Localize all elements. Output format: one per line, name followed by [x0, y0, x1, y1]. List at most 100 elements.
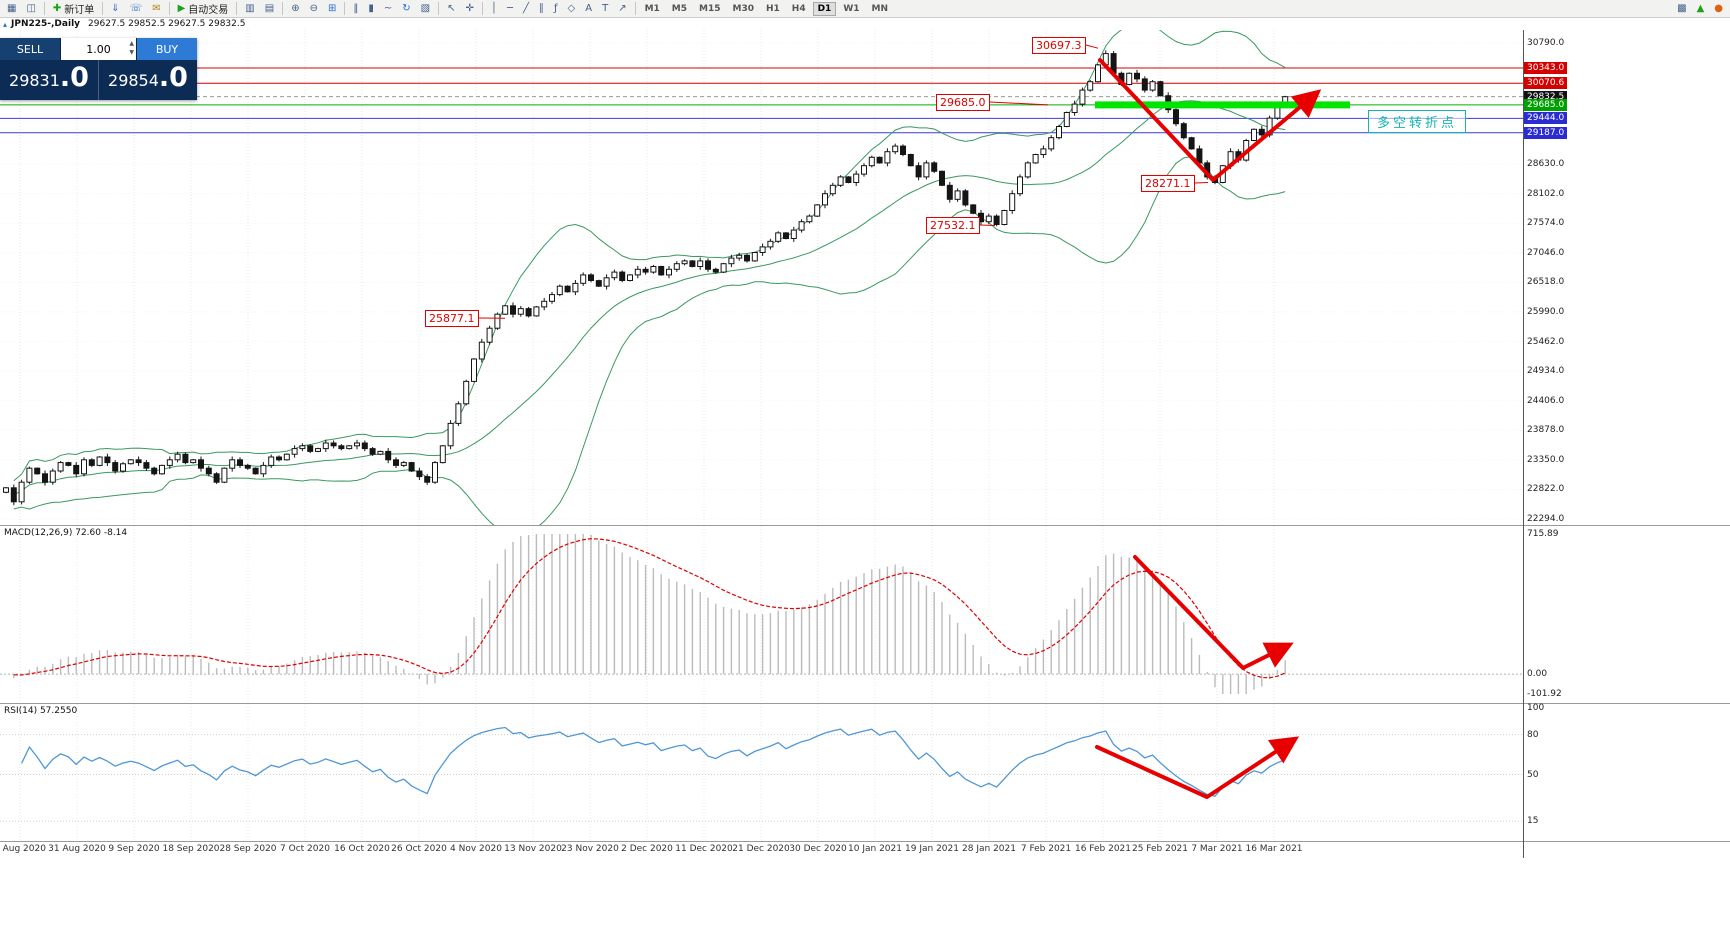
fibonacci-icon[interactable]: ƒ — [554, 3, 558, 14]
volume-up-icon[interactable]: ▲ — [129, 40, 134, 47]
toolbar-separator — [236, 2, 238, 15]
sell-button[interactable]: SELL — [0, 38, 61, 60]
buy-price[interactable]: 29854 .0 — [99, 60, 197, 100]
metaeditor-icon[interactable]: ⇓ — [111, 3, 120, 14]
price-axis-label: 28102.0 — [1527, 188, 1565, 199]
candlestick-chart-icon[interactable]: ▮ — [368, 3, 374, 14]
bar-chart-icon[interactable]: ‖ — [353, 3, 359, 14]
arrows-icon[interactable]: ↗ — [618, 3, 627, 14]
price-axis-label: 25990.0 — [1527, 306, 1565, 317]
cursor-icon[interactable]: ↖ — [447, 3, 456, 14]
price-badge: 29685.0 — [1524, 98, 1568, 111]
templates-icon[interactable]: ▧ — [420, 3, 431, 14]
timeframe-h4[interactable]: H4 — [791, 3, 806, 14]
line-chart-icon[interactable]: ~ — [383, 3, 393, 14]
timeframe-m1[interactable]: M1 — [644, 3, 660, 14]
date-axis-label: 18 Sep 2020 — [162, 844, 220, 854]
refresh-icon[interactable]: ↻ — [402, 3, 411, 14]
main-chart-canvas[interactable] — [0, 30, 1730, 525]
date-axis-label: 13 Nov 2020 — [504, 844, 562, 854]
rsi-axis-label: 100 — [1527, 703, 1545, 713]
timeframe-w1[interactable]: W1 — [843, 3, 860, 14]
alerts-icon[interactable]: ▲ — [1696, 3, 1705, 14]
price-callout[interactable]: 27532.1 — [926, 217, 980, 234]
autotrading-button[interactable]: ▶ 自动交易 — [177, 3, 229, 16]
trend-arrow[interactable] — [1095, 736, 1300, 799]
grid-icon[interactable]: ⊞ — [327, 3, 337, 14]
rsi-panel-canvas[interactable] — [0, 704, 1730, 841]
rsi-label: RSI(14) 57.2550 — [4, 706, 78, 716]
volume-value: 1.00 — [86, 42, 111, 56]
callout-leader — [1194, 182, 1209, 184]
notification-icon[interactable]: ● — [1714, 3, 1723, 14]
price-callout[interactable]: 30697.3 — [1032, 37, 1086, 54]
zoom-in-icon[interactable]: ⊕ — [291, 3, 300, 14]
bollinger-bands — [13, 30, 1286, 525]
chart-symbol-period: JPN225-,Daily — [11, 19, 81, 29]
timeframe-mn[interactable]: MN — [871, 3, 889, 14]
vertical-line-icon[interactable]: │ — [490, 3, 497, 14]
price-axis-label: 23350.0 — [1527, 454, 1565, 465]
text-icon[interactable]: A — [585, 3, 593, 14]
timeframe-m5[interactable]: M5 — [671, 3, 688, 14]
volume-down-icon[interactable]: ▼ — [129, 49, 134, 56]
timeframe-m30[interactable]: M30 — [732, 3, 754, 14]
sell-price[interactable]: 29831 .0 — [0, 60, 99, 100]
trend-arrow[interactable] — [1098, 58, 1322, 182]
toolbar: ▦ ◫ ✚ 新订单 ⇓ ☏ ✉ ▶ 自动交易 ▥ ▤ ⊕ ⊖ ⊞ ‖ ▮ ~ ↻ ▧ ↖ ✛ │ ─ ╱ ∥ ƒ ◇ A T ↗ M1 M5 M… — [0, 0, 1730, 18]
price-callout[interactable]: 29685.0 — [936, 94, 990, 111]
timeframe-d1[interactable]: D1 — [812, 1, 837, 16]
zoom-out-icon[interactable]: ⊖ — [309, 3, 318, 14]
shapes-icon[interactable]: ◇ — [567, 3, 576, 14]
trend-arrow[interactable] — [1133, 555, 1294, 670]
date-axis-label: 7 Feb 2021 — [1020, 844, 1072, 854]
date-axis-label: 7 Mar 2021 — [1191, 844, 1243, 854]
horizontal-line-icon[interactable]: ─ — [506, 3, 513, 14]
toolbar-separator — [344, 2, 346, 15]
crosshair-icon[interactable]: ✛ — [465, 3, 474, 14]
macd-axis-label: -101.92 — [1527, 689, 1562, 699]
buy-button[interactable]: BUY — [136, 38, 197, 60]
panel-separator[interactable] — [0, 525, 1730, 526]
price-axis-label: 28630.0 — [1527, 159, 1565, 170]
turning-point-label[interactable]: 多空转折点 — [1368, 110, 1467, 133]
channel-icon[interactable]: ∥ — [539, 3, 544, 14]
support-zone[interactable] — [1095, 101, 1350, 109]
price-axis-label: 22294.0 — [1527, 514, 1565, 524]
date-axis-label: 11 Dec 2020 — [675, 844, 733, 854]
price-badge: 29444.0 — [1524, 112, 1568, 125]
data-window-icon[interactable]: ▩ — [1677, 3, 1687, 14]
volume-input[interactable]: 1.00 ▲ ▼ — [61, 38, 136, 60]
rsi-axis-label: 15 — [1527, 816, 1539, 827]
buy-price-frac: .0 — [158, 62, 188, 93]
date-axis-label: 10 Jan 2021 — [848, 844, 902, 854]
sell-price-main: 29831 — [9, 71, 60, 90]
price-callout[interactable]: 28271.1 — [1141, 175, 1195, 192]
date-axis-label: 7 Oct 2020 — [280, 844, 330, 854]
panel-separator[interactable] — [0, 841, 1730, 842]
date-axis-label: 19 Jan 2021 — [905, 844, 959, 854]
date-axis-label: 28 Jan 2021 — [962, 844, 1016, 854]
chart-tab-icon: ▴ — [3, 19, 8, 29]
price-callout[interactable]: 25877.1 — [425, 310, 479, 327]
chart-profiles-icon[interactable]: ◫ — [26, 3, 36, 14]
chart-ohlc-values: 29627.5 29852.5 29627.5 29832.5 — [88, 19, 246, 29]
macd-panel-canvas[interactable] — [0, 526, 1730, 703]
timeframe-m15[interactable]: M15 — [699, 3, 721, 14]
trendline-icon[interactable]: ╱ — [522, 3, 529, 14]
cascade-windows-icon[interactable]: ▤ — [264, 3, 275, 14]
tile-windows-icon[interactable]: ▥ — [245, 3, 255, 14]
callout-leader — [989, 101, 1049, 106]
rsi-axis-label: 50 — [1527, 769, 1539, 780]
text-label-icon[interactable]: T — [602, 3, 609, 14]
price-axis-label: 22822.0 — [1527, 484, 1565, 495]
new-chart-icon[interactable]: ▦ — [7, 3, 17, 14]
sell-price-frac: .0 — [59, 62, 89, 93]
volume-spinner[interactable]: ▲ ▼ — [129, 39, 134, 57]
community-icon[interactable]: ✉ — [152, 3, 161, 14]
new-order-button[interactable]: ✚ 新订单 — [52, 3, 95, 16]
panel-separator[interactable] — [0, 703, 1730, 704]
date-axis-label: 31 Aug 2020 — [48, 844, 106, 854]
mobile-app-icon[interactable]: ☏ — [129, 3, 143, 14]
timeframe-h1[interactable]: H1 — [765, 3, 780, 14]
